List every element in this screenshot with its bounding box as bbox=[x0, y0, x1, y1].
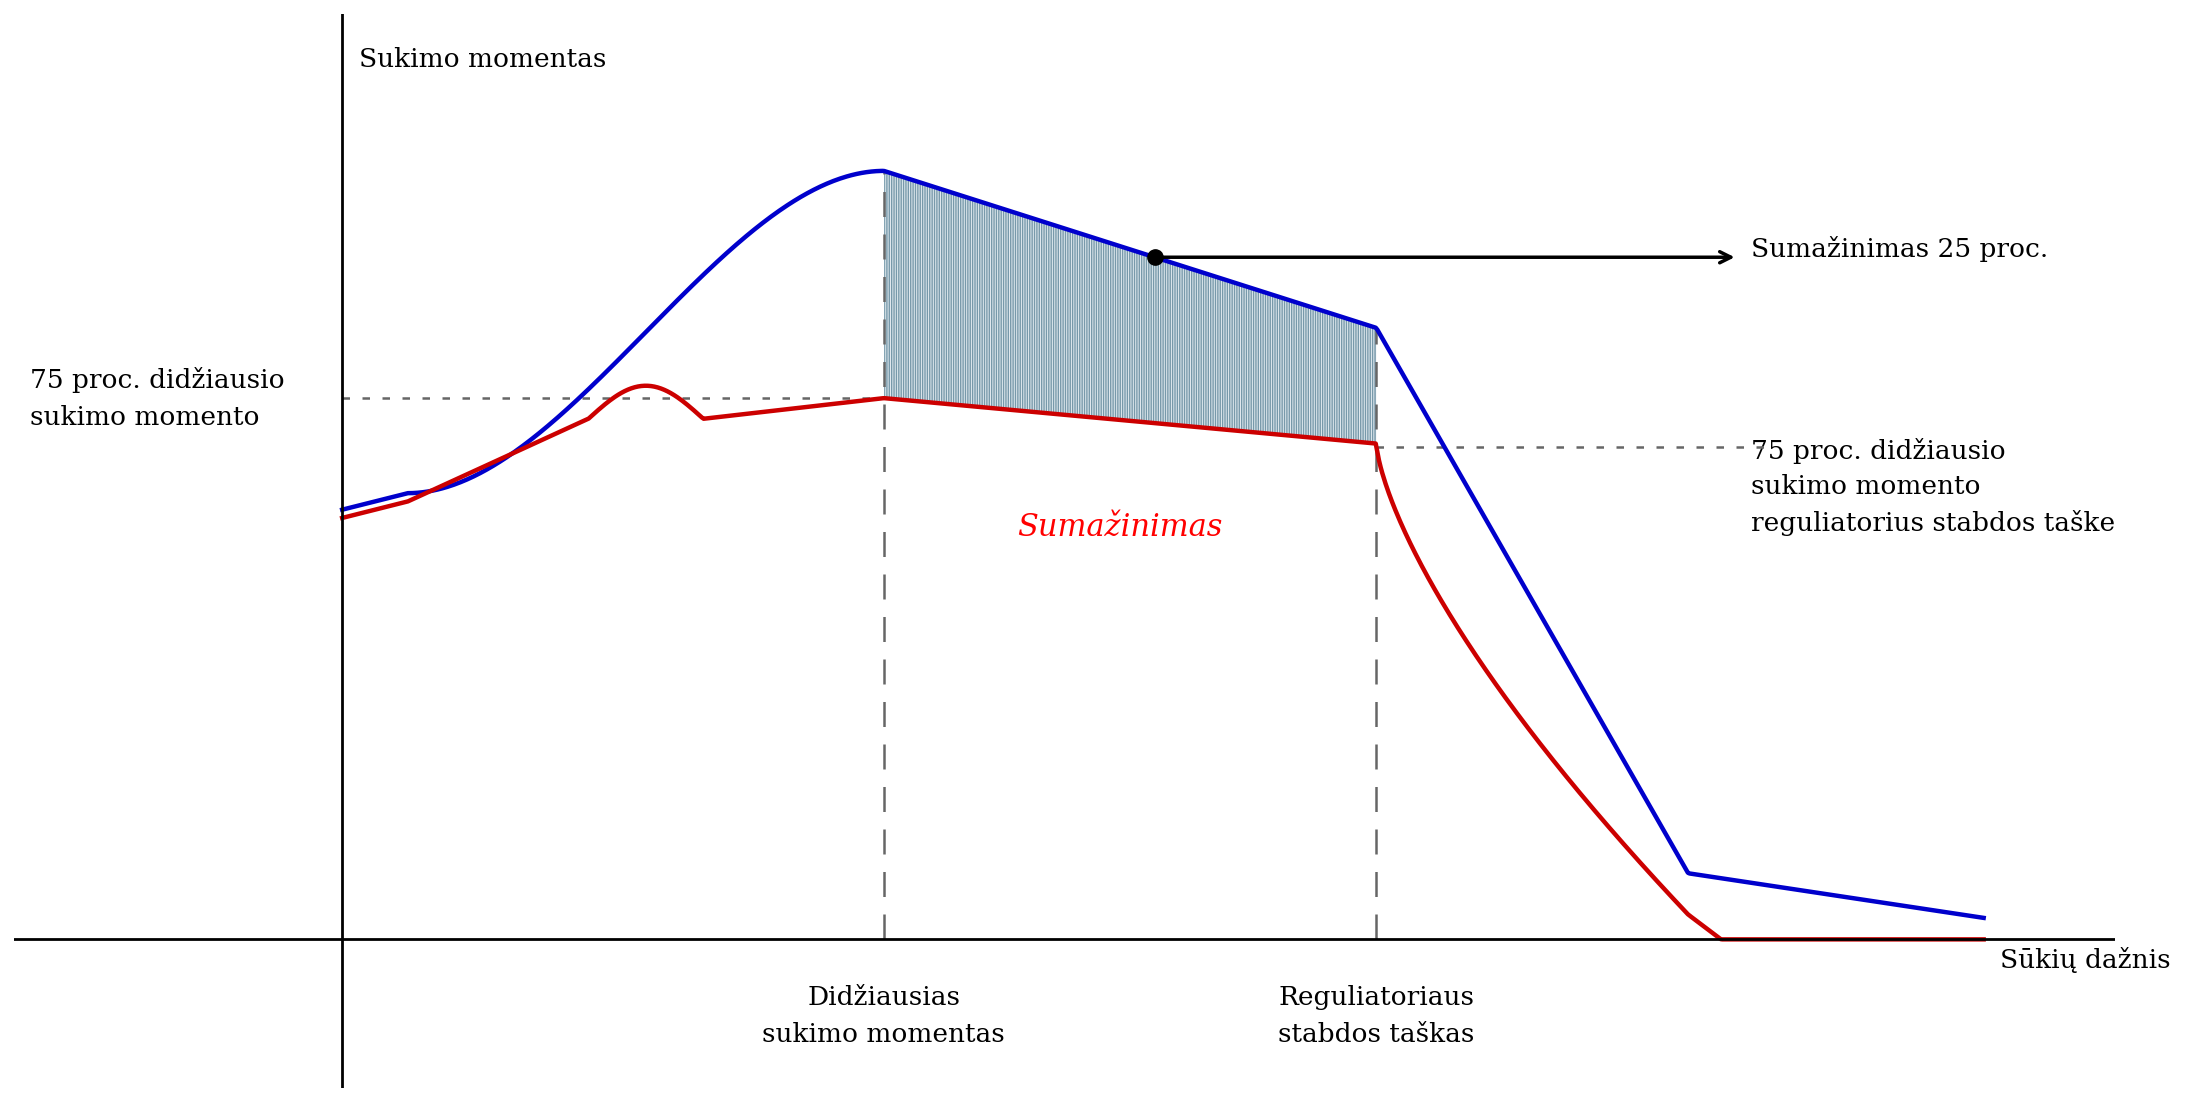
Text: Reguliatoriaus
stabdos taškas: Reguliatoriaus stabdos taškas bbox=[1277, 985, 1474, 1047]
Text: Didžiausias
sukimo momentas: Didžiausias sukimo momentas bbox=[763, 985, 1006, 1047]
Text: Sumažinimas: Sumažinimas bbox=[1017, 511, 1222, 543]
Text: Sūkių dažnis: Sūkių dažnis bbox=[2001, 947, 2171, 973]
Text: Sukimo momentas: Sukimo momentas bbox=[360, 46, 607, 72]
Text: 75 proc. didžiausio
sukimo momento
reguliatorius stabdos taške: 75 proc. didžiausio sukimo momento regul… bbox=[1752, 439, 2116, 536]
Text: Sumažinimas 25 proc.: Sumažinimas 25 proc. bbox=[1752, 236, 2047, 262]
Text: 75 proc. didžiausio
sukimo momento: 75 proc. didžiausio sukimo momento bbox=[31, 367, 285, 430]
